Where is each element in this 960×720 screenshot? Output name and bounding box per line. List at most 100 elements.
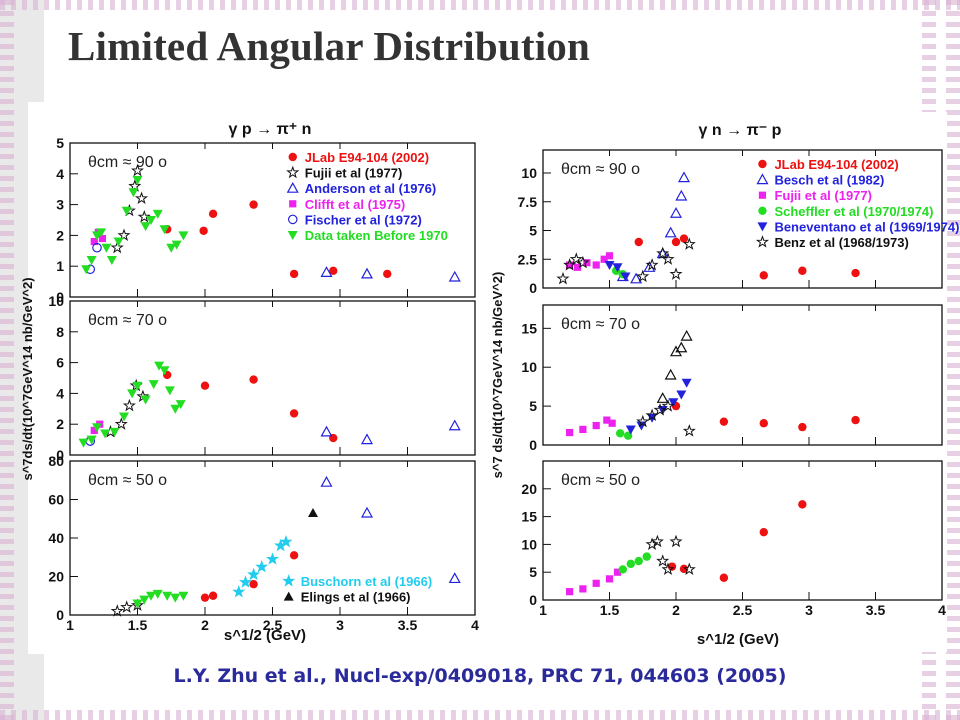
data-point — [137, 209, 151, 223]
data-point — [289, 269, 299, 279]
data-point — [608, 419, 616, 427]
data-point — [360, 506, 374, 518]
panel-angle-label: θcm ≈ 50 o — [561, 472, 640, 489]
data-point — [667, 562, 677, 571]
data-point — [90, 426, 98, 434]
figure-2-background — [493, 112, 947, 652]
data-point — [320, 425, 333, 437]
data-point — [164, 386, 175, 396]
data-point — [851, 268, 860, 278]
series — [320, 419, 461, 445]
data-point — [634, 556, 643, 566]
y-tick-label: 80 — [48, 453, 64, 469]
y-tick-label: 0 — [56, 289, 64, 305]
data-point — [661, 399, 675, 412]
series — [618, 552, 651, 574]
series — [556, 237, 696, 285]
data-point — [139, 595, 150, 605]
data-point — [448, 572, 461, 584]
data-point — [656, 392, 669, 403]
y-tick-label: 20 — [521, 481, 537, 497]
data-point — [266, 552, 279, 565]
data-point — [119, 412, 129, 422]
series — [566, 416, 616, 437]
data-point — [656, 554, 670, 567]
series — [636, 399, 696, 437]
legend-label: JLab E94-104 (2002) — [774, 157, 898, 172]
legend-marker — [755, 235, 770, 248]
data-point — [360, 267, 374, 279]
data-point — [661, 252, 675, 265]
data-point — [650, 534, 664, 548]
data-point — [719, 417, 729, 426]
y-tick-label: 0 — [529, 280, 537, 296]
data-point — [178, 231, 189, 241]
y-tick-label: 4 — [56, 166, 64, 182]
legend-marker — [758, 206, 767, 215]
series — [656, 329, 693, 403]
data-point — [140, 395, 151, 405]
data-point — [329, 433, 338, 443]
data-point — [117, 228, 131, 242]
series — [308, 507, 318, 517]
data-point — [121, 206, 132, 216]
data-point — [109, 427, 120, 437]
legend-label: Clifft et al (1975) — [305, 197, 405, 212]
data-point — [162, 591, 173, 601]
data-point — [668, 398, 679, 408]
legend-label: Buschorn et al (1966) — [301, 574, 433, 589]
data-point — [645, 537, 659, 551]
series — [232, 535, 293, 598]
data-point — [152, 209, 163, 219]
series — [200, 551, 299, 602]
x-axis-label: s^1/2 (GeV) — [697, 631, 779, 648]
data-point — [604, 261, 615, 270]
legend-marker — [283, 591, 294, 601]
x-tick-label: 1 — [539, 602, 547, 618]
data-point — [576, 255, 590, 269]
y-axis-label: s^7ds/dt(10^7GeV^14 nb/GeV^2) — [20, 277, 35, 480]
data-point — [86, 256, 97, 266]
data-point — [131, 163, 144, 177]
data-point — [134, 191, 149, 205]
data-point — [86, 435, 97, 445]
x-tick-label: 4 — [938, 602, 946, 618]
data-point — [199, 226, 208, 235]
legend-label: Scheffler et al (1970/1974) — [774, 204, 933, 219]
series — [645, 534, 696, 576]
data-point — [100, 429, 111, 439]
y-tick-label: 1 — [56, 258, 64, 274]
data-point — [110, 240, 124, 254]
legend-label: JLab E94-104 (2002) — [305, 150, 429, 165]
x-tick-label: 1.5 — [600, 602, 620, 618]
data-point — [759, 419, 768, 428]
series — [667, 500, 807, 582]
data-point — [612, 263, 623, 273]
data-point — [569, 252, 583, 265]
data-point — [127, 389, 138, 399]
y-tick-label: 8 — [56, 324, 64, 340]
data-point — [289, 409, 299, 418]
data-point — [247, 567, 261, 581]
data-point — [618, 565, 627, 574]
data-point — [653, 403, 667, 416]
data-point — [636, 269, 650, 283]
data-point — [645, 258, 659, 271]
data-point — [159, 225, 170, 235]
data-point — [592, 421, 600, 430]
data-point — [605, 575, 614, 583]
data-point — [677, 171, 690, 183]
data-point — [583, 259, 591, 267]
y-tick-label: 2 — [56, 416, 64, 432]
data-point — [566, 428, 574, 437]
slide-title: Limited Angular Distribution — [68, 23, 590, 69]
panel-1: 0 1 2 3 4 5 θcm ≈ 90 o JLab E94-104 (2002)Fujii… — [56, 135, 476, 305]
data-point — [132, 381, 143, 391]
data-point — [249, 200, 258, 209]
data-point — [642, 552, 651, 561]
data-point — [200, 593, 210, 602]
data-point — [90, 237, 98, 246]
series — [616, 171, 690, 284]
x-tick-label: 1 — [66, 617, 74, 633]
data-point — [556, 271, 570, 285]
